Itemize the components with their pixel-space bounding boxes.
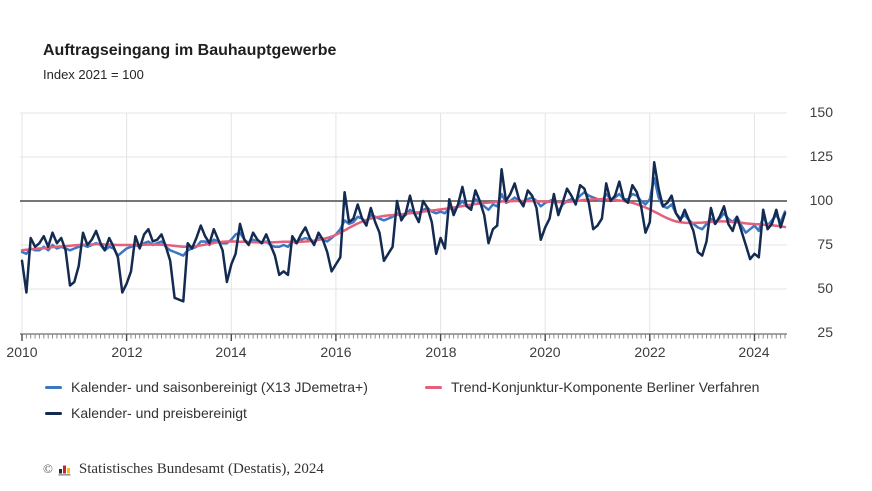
chart-subtitle: Index 2021 = 100 bbox=[43, 67, 144, 82]
legend-swatch-blue-icon bbox=[45, 385, 62, 389]
x-tick-label-2012: 2012 bbox=[111, 344, 143, 360]
y-tick-label-100: 100 bbox=[809, 192, 833, 208]
y-tick-label-75: 75 bbox=[817, 236, 833, 252]
y-tick-label-50: 50 bbox=[817, 280, 833, 296]
legend-label-saisonbereinigt: Kalender- und saisonbereinigt (X13 JDeme… bbox=[71, 379, 368, 395]
x-tick-label-2022: 2022 bbox=[634, 344, 666, 360]
chart-title: Auftragseingang im Bauhauptgewerbe bbox=[43, 42, 337, 59]
x-tick-label-2010: 2010 bbox=[6, 344, 38, 360]
source-attribution: © Statistisches Bundesamt (Destatis), 20… bbox=[43, 458, 324, 480]
destatis-logo-icon bbox=[58, 463, 73, 476]
y-tick-label-125: 125 bbox=[809, 148, 833, 164]
legend-swatch-red-icon bbox=[425, 385, 442, 389]
x-tick-label-2020: 2020 bbox=[529, 344, 561, 360]
source-text: Statistisches Bundesamt (Destatis), 2024 bbox=[78, 460, 324, 477]
y-tick-label-25: 25 bbox=[817, 324, 833, 340]
x-tick-label-2018: 2018 bbox=[425, 344, 457, 360]
x-tick-label-2014: 2014 bbox=[215, 344, 247, 360]
legend-item-trend[interactable]: Trend-Konjunktur-Komponente Berliner Ver… bbox=[425, 379, 759, 395]
x-tick-label-2016: 2016 bbox=[320, 344, 352, 360]
x-tick-label-2024: 2024 bbox=[738, 344, 770, 360]
legend-swatch-navy-icon bbox=[45, 411, 62, 415]
legend: Kalender- und saisonbereinigt (X13 JDeme… bbox=[45, 376, 759, 424]
legend-label-trend: Trend-Konjunktur-Komponente Berliner Ver… bbox=[451, 379, 760, 395]
copyright-symbol: © bbox=[43, 461, 53, 476]
legend-item-preisbereinigt[interactable]: Kalender- und preisbereinigt bbox=[45, 405, 247, 421]
y-tick-label-150: 150 bbox=[809, 104, 833, 120]
legend-row-2: Kalender- und preisbereinigt bbox=[45, 402, 759, 424]
legend-item-saisonbereinigt[interactable]: Kalender- und saisonbereinigt (X13 JDeme… bbox=[45, 379, 425, 395]
legend-label-preisbereinigt: Kalender- und preisbereinigt bbox=[71, 405, 247, 421]
legend-row-1: Kalender- und saisonbereinigt (X13 JDeme… bbox=[45, 376, 759, 398]
